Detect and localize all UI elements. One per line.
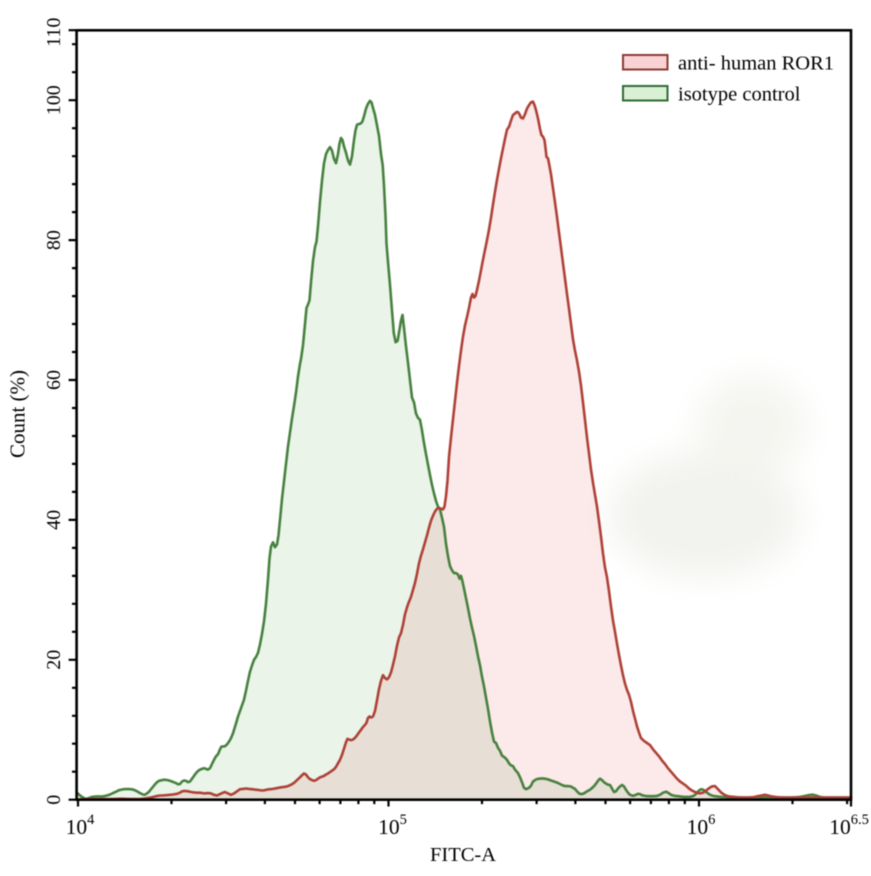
svg-text:100: 100: [43, 85, 65, 115]
svg-text:anti- human ROR1: anti- human ROR1: [678, 53, 834, 75]
svg-text:20: 20: [43, 650, 65, 670]
svg-text:isotype control: isotype control: [678, 84, 801, 106]
svg-text:Count (%): Count (%): [6, 370, 30, 458]
svg-text:80: 80: [43, 230, 65, 250]
svg-text:110: 110: [43, 18, 65, 47]
svg-text:40: 40: [43, 510, 65, 530]
svg-text:0: 0: [43, 795, 65, 805]
svg-text:FITC-A: FITC-A: [430, 844, 496, 866]
svg-text:60: 60: [43, 370, 65, 390]
